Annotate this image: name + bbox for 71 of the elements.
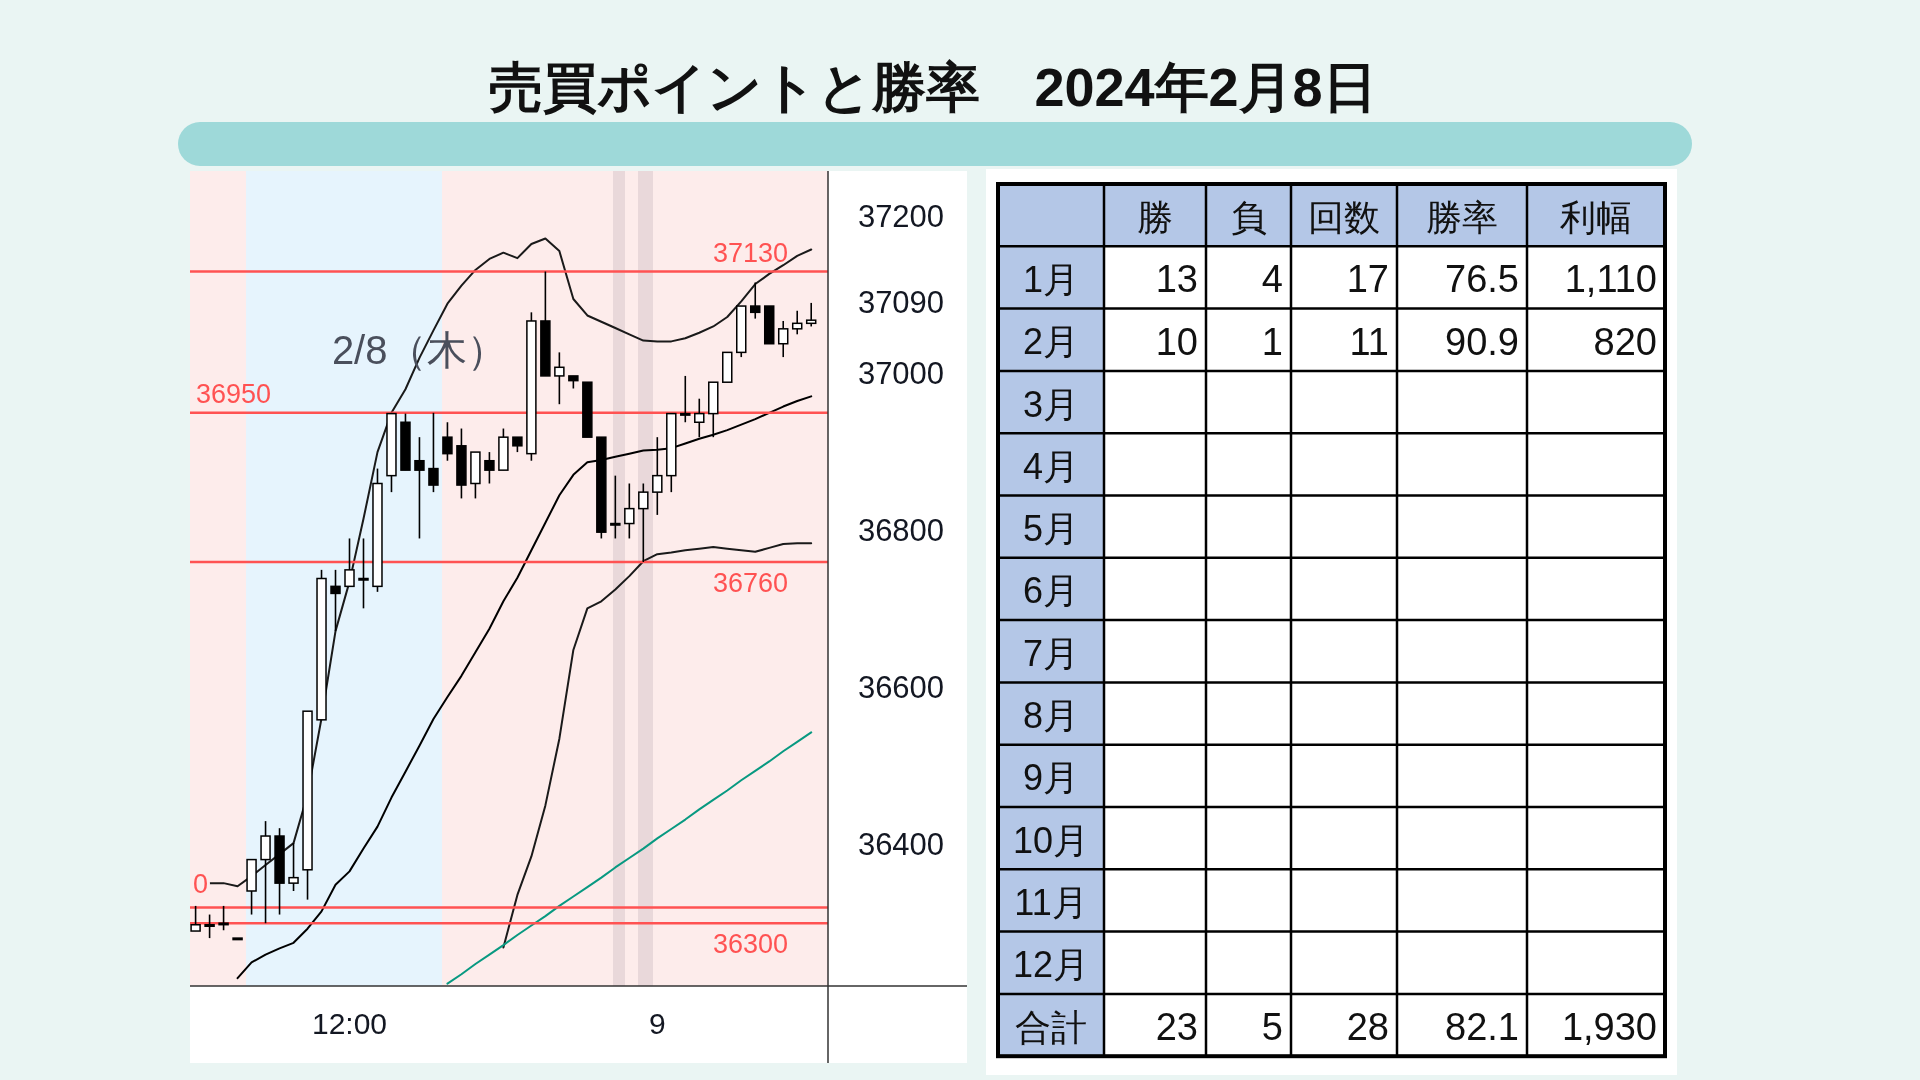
candlestick [218,905,229,932]
candlestick [428,412,439,493]
y-tick-label: 37000 [857,356,945,392]
x-tick-label: 勝 [1137,196,1173,238]
candlestick [680,375,691,424]
chart-title: 売買ポイントと勝率 2024年2月8日 [489,57,1377,117]
candlestick [554,351,565,405]
candlestick [358,537,369,610]
candlestick [624,482,635,540]
x-tick-label: 回数 [1308,196,1380,238]
y-tick-label: 4月 [1022,445,1080,487]
y-tick-label: 3月 [1022,383,1080,425]
candlestick [414,436,425,540]
candlestick [330,569,341,632]
data-label: 76.5 [1445,258,1519,301]
y-tick-label: 合計 [1015,1006,1087,1048]
data-label: 1,930 [1561,1006,1657,1049]
y-tick-label: 12月 [1012,944,1090,986]
candlestick [288,842,299,892]
data-label: 1,110 [1564,258,1657,301]
data-label: 10 [1155,320,1198,363]
annotation: 2/8（木） [331,328,508,373]
data-label: 23 [1155,1006,1198,1049]
data-label: 82.1 [1445,1006,1519,1049]
candlestick [204,913,215,939]
ref-line-label: 36950 [196,378,272,409]
candlestick [484,451,495,485]
x-tick-label: 勝率 [1426,196,1498,238]
y-tick-label: 5月 [1022,508,1080,550]
candlestick [791,309,803,336]
candlestick [805,302,817,328]
y-tick-label: 11月 [1014,881,1088,923]
y-tick-label: 2月 [1022,321,1080,363]
x-tick-label: 12:00 [311,1006,388,1040]
candlestick [190,905,201,932]
ref-line-label: 37130 [712,237,788,268]
data-label: 5 [1261,1006,1283,1049]
data-label: 4 [1261,258,1283,301]
candlestick [442,421,453,462]
y-tick-label: 7月 [1022,632,1080,674]
data-label: 11 [1349,320,1389,363]
line-series [446,731,813,985]
candlestick [610,474,621,540]
x-tick-label: 負 [1230,196,1267,238]
x-tick-label: 9 [648,1006,666,1040]
data-label: 90.9 [1445,320,1519,363]
x-tick-label: 利幅 [1560,196,1632,238]
y-tick-label: 36800 [857,513,945,549]
annotation: 0 [193,869,209,900]
y-tick-label: 36400 [857,827,945,863]
data-label: 28 [1346,1006,1389,1049]
candlestick [260,820,271,924]
y-tick-label: 9月 [1022,757,1080,799]
candlestick [777,320,789,358]
y-tick-label: 37200 [857,199,945,235]
candlestick [344,537,355,588]
y-tick-label: 6月 [1022,570,1080,612]
data-label: 1 [1261,320,1283,363]
data-label: 13 [1155,258,1198,301]
ref-line-label: 36760 [712,568,788,599]
y-tick-label: 37090 [857,285,945,321]
data-label: 820 [1593,320,1657,363]
candlestick [652,436,663,516]
y-tick-label: 1月 [1022,258,1080,300]
y-tick-label: 36600 [857,670,945,706]
y-tick-label: 8月 [1022,695,1080,737]
candlestick [638,482,649,563]
candlestick [750,281,761,320]
y-tick-label: 10月 [1012,819,1090,861]
ref-line-label: 36300 [712,929,788,960]
data-label: 17 [1346,258,1389,301]
